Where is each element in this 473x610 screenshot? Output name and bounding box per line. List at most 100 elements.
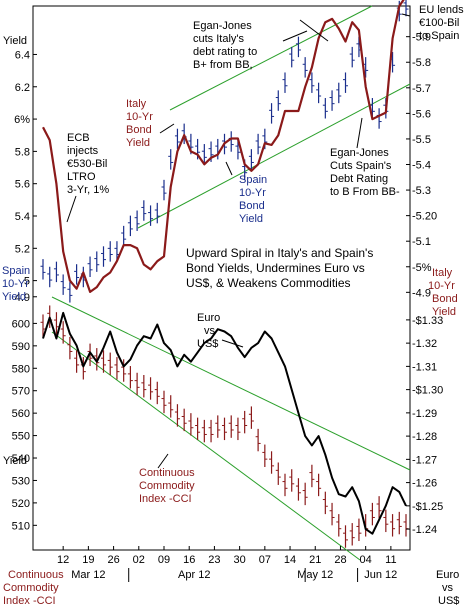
x-axis-day-label: 07 [259, 554, 271, 566]
svg-text:cuts Italy's: cuts Italy's [193, 33, 245, 45]
svg-text:LTRO: LTRO [67, 171, 96, 183]
italy-axis-label: Italy [432, 267, 453, 279]
top-left-axis-tick-label: 5.8 [15, 146, 30, 158]
bottom-right-axis-tick-label: -$1.30 [412, 385, 443, 397]
x-axis-month-label: Apr 12 [178, 569, 210, 581]
svg-text:Egan-Jones: Egan-Jones [193, 20, 252, 32]
x-axis-day-label: 26 [107, 554, 119, 566]
bottom-left-axis-tick-label: 560 [12, 408, 30, 420]
bottom-right-axis-tick-label: -1.28 [412, 431, 437, 443]
svg-text:US$: US$ [197, 338, 218, 350]
x-axis-month-label: May 12 [297, 569, 333, 581]
x-axis-day-label: 16 [183, 554, 195, 566]
bottom-left-axis-tick-label: 600 [12, 318, 30, 330]
svg-text:to B From BB-: to B From BB- [330, 186, 400, 198]
bottom-right-axis-tick-label: -$1.33 [412, 315, 443, 327]
italy-yield-line [42, 0, 405, 293]
svg-text:Index -CCI: Index -CCI [139, 493, 192, 505]
top-left-axis-tick-label: 5.6 [15, 179, 30, 191]
svg-text:Cuts Spain's: Cuts Spain's [330, 160, 392, 172]
bottom-left-axis-tick-label: 520 [12, 498, 30, 510]
svg-text:3-Yr, 1%: 3-Yr, 1% [67, 184, 109, 196]
svg-text:Yield: Yield [239, 213, 263, 225]
euro-axis-label-3: US$ [438, 595, 459, 607]
bottom-left-axis-tick-label: 510 [12, 520, 30, 532]
x-axis-day-label: 04 [360, 554, 372, 566]
plot-frame [32, 5, 411, 551]
svg-text:Spain: Spain [239, 174, 267, 186]
italy-axis-label-3: Bond [432, 293, 458, 305]
svg-text:Euro: Euro [197, 312, 220, 324]
chart-title-line-2: Bond Yields, Undermines Euro vs [186, 261, 365, 275]
spain-axis-label: Spain [2, 265, 30, 277]
left-axis-title: Yield [3, 35, 27, 47]
annotation-ecb: ECB injects €530-Bil LTRO 3-Yr, 1% [67, 132, 109, 196]
svg-text:vs: vs [204, 325, 216, 337]
top-right-axis-tick-label: -5.8 [412, 57, 431, 69]
top-left-axis-tick-label: 5.2 [15, 243, 30, 255]
trend-channel-line-1 [137, 83, 411, 229]
x-axis-day-label: 23 [208, 554, 220, 566]
annotation-leaders [66, 13, 411, 469]
top-right-axis-tick-label: -5.6 [412, 108, 431, 120]
svg-text:10-Yr: 10-Yr [126, 111, 153, 123]
trend-channel-line-0 [169, 5, 373, 111]
x-axis-month-label: Jun 12 [364, 569, 397, 581]
x-axis-day-label: 14 [284, 554, 296, 566]
spain-axis-label-3: Yield [2, 291, 26, 303]
bottom-right-axis-tick-label: -1.32 [412, 338, 437, 350]
x-axis-day-label: 19 [82, 554, 94, 566]
x-axis-day-label: 02 [133, 554, 145, 566]
svg-text:€530-Bil: €530-Bil [67, 158, 107, 170]
bottom-right-axis-tick-label: -$1.25 [412, 501, 443, 513]
top-left-axis-tick-label: 6.4 [15, 49, 30, 61]
cci-axis-label-2: Commodity [3, 582, 59, 594]
top-right-axis-tick-label: -5.9 [412, 32, 431, 44]
spain-axis-label-2: 10-Yr [2, 278, 29, 290]
x-axis-day-label: 09 [158, 554, 170, 566]
chart-title-line-1: Upward Spiral in Italy's and Spain's [186, 246, 373, 260]
x-axis-day-label: 21 [309, 554, 321, 566]
svg-text:Egan-Jones: Egan-Jones [330, 147, 389, 159]
euro-usd-line [42, 311, 407, 535]
svg-text:debt rating to: debt rating to [193, 46, 257, 58]
italy-axis-label-4: Yield [432, 306, 456, 318]
x-axis-day-label: 30 [234, 554, 246, 566]
svg-text:Debt Rating: Debt Rating [330, 173, 388, 185]
svg-text:Italy: Italy [126, 98, 147, 110]
svg-text:Yield: Yield [126, 137, 150, 149]
bottom-left-axis-tick-label: 570 [12, 386, 30, 398]
bottom-left-axis-tick-label: 550 [12, 431, 30, 443]
bottom-left-axis-tick-label: 540 [12, 453, 30, 465]
annotation-cci: Continuous Commodity Index -CCI [139, 467, 195, 505]
top-right-axis-tick-label: -5% [412, 262, 432, 274]
bottom-left-axis-title: Yield [3, 455, 27, 467]
top-left-axis-tick-label: 4.9 [15, 292, 30, 304]
x-axis-day-label: 11 [385, 554, 396, 566]
svg-text:Bond: Bond [239, 200, 265, 212]
top-left-axis-tick-label: 6% [14, 114, 30, 126]
top-right-axis-tick-label: -5.20 [412, 211, 437, 223]
euro-axis-label-2: vs [442, 582, 454, 594]
bottom-right-axis-tick-label: -1.26 [412, 478, 437, 490]
annotation-egan-italy: Egan-Jones cuts Italy's debt rating to B… [193, 20, 257, 71]
trend-channel-line-2 [51, 296, 411, 471]
top-right-axis-tick-label: -5.3 [412, 185, 431, 197]
top-left-axis-tick-label: 6.2 [15, 82, 30, 94]
svg-text:Commodity: Commodity [139, 480, 195, 492]
x-axis-day-label: 28 [334, 554, 346, 566]
italy-axis-label-2: 10-Yr [428, 280, 455, 292]
top-left-axis-tick-label: 5.4 [15, 211, 30, 223]
top-right-axis-tick-label: -5.4 [412, 160, 431, 172]
top-right-axis-tick-label: -4.9 [412, 287, 431, 299]
bottom-right-axis-tick-label: -1.27 [412, 454, 437, 466]
bottom-left-axis-tick-label: 590 [12, 341, 30, 353]
svg-text:injects: injects [67, 145, 99, 157]
top-left-axis-tick-label: 5 [24, 276, 30, 288]
svg-text:10-Yr: 10-Yr [239, 187, 266, 199]
bottom-left-axis-tick-label: 530 [12, 475, 30, 487]
svg-text:B+ from BB,: B+ from BB, [193, 59, 253, 71]
euro-axis-label: Euro [436, 569, 459, 581]
top-right-axis-tick-label: -5.7 [412, 83, 431, 95]
